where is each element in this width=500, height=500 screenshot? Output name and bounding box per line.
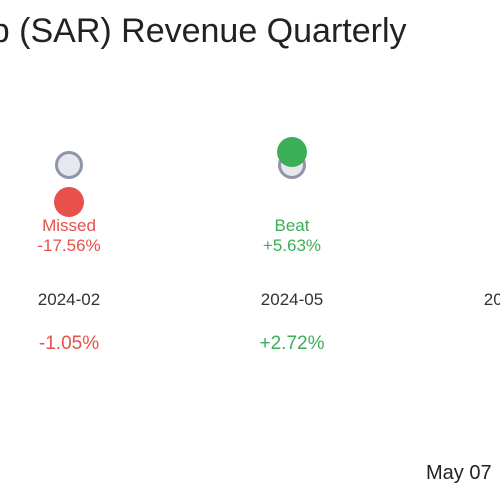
quarter-column: +1 2024-08 +5 bbox=[445, 0, 500, 500]
change-label: +5 bbox=[445, 333, 500, 355]
quarter-column: Beat +5.63% 2024-05 +2.72% bbox=[222, 0, 362, 500]
estimate-marker bbox=[55, 151, 83, 179]
actual-marker bbox=[277, 137, 307, 167]
surprise-label: -17.56% bbox=[37, 236, 101, 255]
quarter-column: Missed -17.56% 2024-02 -1.05% bbox=[0, 0, 139, 500]
surprise-label: +1 bbox=[445, 236, 500, 256]
change-label: +2.72% bbox=[259, 333, 325, 354]
actual-marker bbox=[54, 187, 84, 217]
report-date: May 07 bbox=[426, 462, 492, 484]
surprise-label: +5.63% bbox=[262, 236, 322, 255]
change-label: -1.05% bbox=[38, 333, 100, 354]
period-label: 2024-08 bbox=[483, 290, 500, 309]
outcome-label: Missed bbox=[42, 216, 96, 235]
chart-title: Corp (SAR) Revenue Quarterly bbox=[0, 12, 407, 50]
period-label: 2024-02 bbox=[37, 290, 101, 309]
outcome-label: Beat bbox=[274, 216, 310, 235]
period-label: 2024-05 bbox=[260, 290, 324, 309]
